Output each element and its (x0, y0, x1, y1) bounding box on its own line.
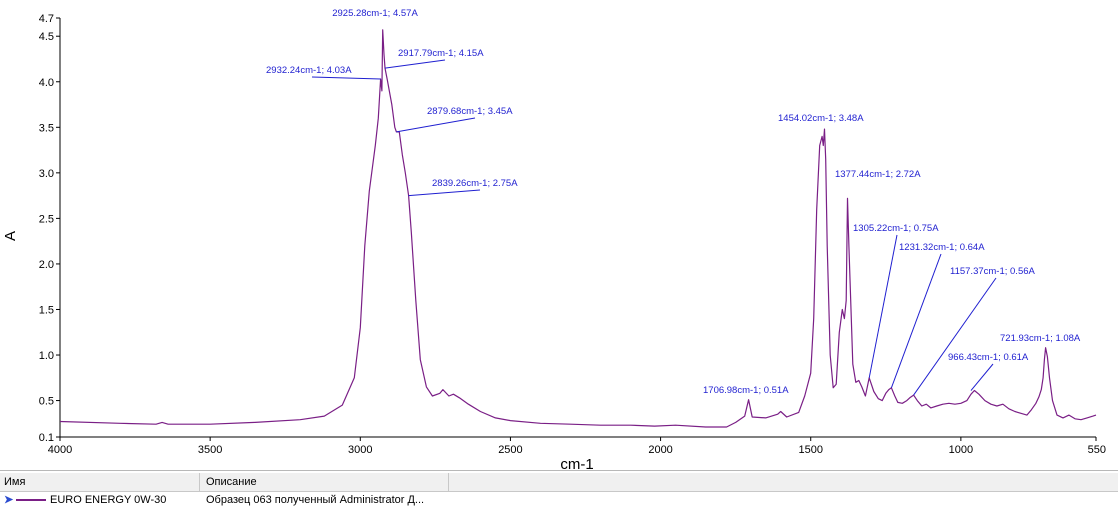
peak-annotation-label: 2932.24cm-1; 4.03A (266, 65, 352, 76)
y-tick-label: 2.0 (39, 259, 54, 271)
peak-annotation-label: 1305.22cm-1; 0.75A (853, 223, 939, 234)
peak-annotation-label: 1706.98cm-1; 0.51A (703, 385, 789, 396)
x-tick-label: 2500 (498, 444, 522, 456)
peak-annotation-label: 1454.02cm-1; 3.48A (778, 113, 864, 124)
annotation-leader-line (311, 76, 381, 80)
peak-annotation-label: 1157.37cm-1; 0.56A (950, 266, 1036, 277)
x-tick-label: 550 (1088, 444, 1106, 456)
x-tick-label: 3500 (198, 444, 222, 456)
peak-annotation-label: 2839.26cm-1; 2.75A (432, 178, 518, 189)
peak-annotation-label: 1377.44cm-1; 2.72A (835, 169, 921, 180)
x-tick-label: 1500 (798, 444, 822, 456)
legend-header-description[interactable]: Описание (206, 476, 257, 488)
x-tick-label: 1000 (949, 444, 973, 456)
annotation-leader-line (868, 234, 898, 378)
y-tick-label: 3.5 (39, 122, 54, 134)
y-tick-label: 2.5 (39, 213, 54, 225)
legend-header-name[interactable]: Имя (4, 476, 26, 488)
y-tick-label: 1.0 (39, 350, 54, 362)
plot-frame (59, 18, 1096, 438)
column-divider[interactable] (199, 473, 200, 491)
annotation-leader-line (970, 363, 994, 391)
legend-table: Имя Описание ➤ EURO ENERGY 0W-30 Образец … (0, 470, 1118, 509)
spectrum-chart: 0.1 0.5 1.0 1.5 2.0 2.5 3.0 3.5 4.0 4.5 4.7 4000 35… (2, 8, 1106, 470)
annotation-layer: 2925.28cm-1; 4.57A 2917.79cm-1; 4.15A 2932… (266, 8, 1081, 396)
peak-annotation-label: 1231.32cm-1; 0.64A (899, 242, 985, 253)
x-tick-label: 3000 (348, 444, 372, 456)
annotation-leader-line (396, 117, 476, 133)
y-tick-label: 1.5 (39, 304, 54, 316)
peak-annotation-label: 2917.79cm-1; 4.15A (398, 48, 484, 59)
annotation-leader-line (913, 277, 997, 396)
peak-annotation-label: 2879.68cm-1; 3.45A (427, 106, 513, 117)
x-axis-label: cm-1 (560, 456, 593, 470)
current-row-arrow-icon: ➤ (4, 494, 14, 506)
column-divider[interactable] (448, 473, 449, 491)
series-line (59, 29, 1097, 428)
annotation-leader-line (408, 189, 481, 197)
x-tick-label: 4000 (48, 444, 72, 456)
y-tick-label: 4.0 (39, 77, 54, 89)
legend-description-cell[interactable]: Образец 063 полученный Administrator Д..… (206, 494, 425, 506)
x-tick-label: 2000 (648, 444, 672, 456)
annotation-leader-line (384, 59, 446, 69)
legend-series-name: EURO ENERGY 0W-30 (50, 494, 167, 506)
y-tick-label: 3.0 (39, 168, 54, 180)
peak-annotation-label: 966.43cm-1; 0.61A (948, 352, 1029, 363)
y-ticks: 0.1 0.5 1.0 1.5 2.0 2.5 3.0 3.5 4.0 4.5 4.7 (39, 13, 60, 444)
y-tick-label: 0.1 (39, 432, 54, 444)
legend-header-row: Имя Описание (0, 473, 1118, 492)
annotation-leader-line (890, 253, 942, 388)
legend-row[interactable]: ➤ EURO ENERGY 0W-30 Образец 063 полученны… (0, 491, 1118, 509)
series-color-swatch (16, 499, 46, 502)
peak-annotation-label: 721.93cm-1; 1.08A (1000, 333, 1081, 344)
y-tick-label: 4.7 (39, 13, 54, 25)
x-ticks: 4000 3500 3000 2500 2000 1500 1000 550 (48, 437, 1106, 456)
series-layer (59, 29, 1097, 428)
peak-annotation-label: 2925.28cm-1; 4.57A (332, 8, 418, 19)
y-tick-label: 4.5 (39, 31, 54, 43)
y-tick-label: 0.5 (39, 396, 54, 408)
legend-name-cell[interactable]: ➤ EURO ENERGY 0W-30 (4, 491, 196, 509)
y-axis-label: A (2, 231, 19, 241)
